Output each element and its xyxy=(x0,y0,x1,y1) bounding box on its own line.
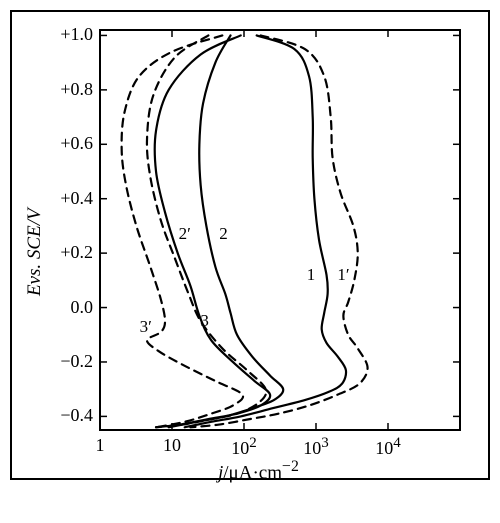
y-tick-label: +1.0 xyxy=(45,24,93,45)
y-tick-label: −0.2 xyxy=(45,351,93,372)
y-tick-label: +0.4 xyxy=(45,188,93,209)
x-tick-label: 10 xyxy=(163,435,181,456)
y-tick-label: +0.2 xyxy=(45,242,93,263)
y-tick-label: +0.6 xyxy=(45,133,93,154)
curve-label-curve-1: 1 xyxy=(307,265,316,285)
y-tick-label: −0.4 xyxy=(45,405,93,426)
y-tick-label: 0.0 xyxy=(45,297,93,318)
y-axis-label: Evs. SCE/V xyxy=(24,156,46,296)
x-tick-label: 102 xyxy=(231,435,257,459)
curve-label-curve-1p: 1′ xyxy=(337,265,349,285)
x-tick-label: 104 xyxy=(375,435,401,459)
x-axis-label: j/μA·cm−2 xyxy=(218,458,299,484)
curve-label-curve-3p: 3′ xyxy=(140,317,152,337)
y-tick-label: +0.8 xyxy=(45,79,93,100)
x-tick-label: 103 xyxy=(303,435,329,459)
x-tick-label: 1 xyxy=(96,435,105,456)
curve-label-curve-3: 3 xyxy=(200,311,209,331)
curve-label-curve-2: 2 xyxy=(219,224,228,244)
curve-label-curve-2p: 2′ xyxy=(179,224,191,244)
